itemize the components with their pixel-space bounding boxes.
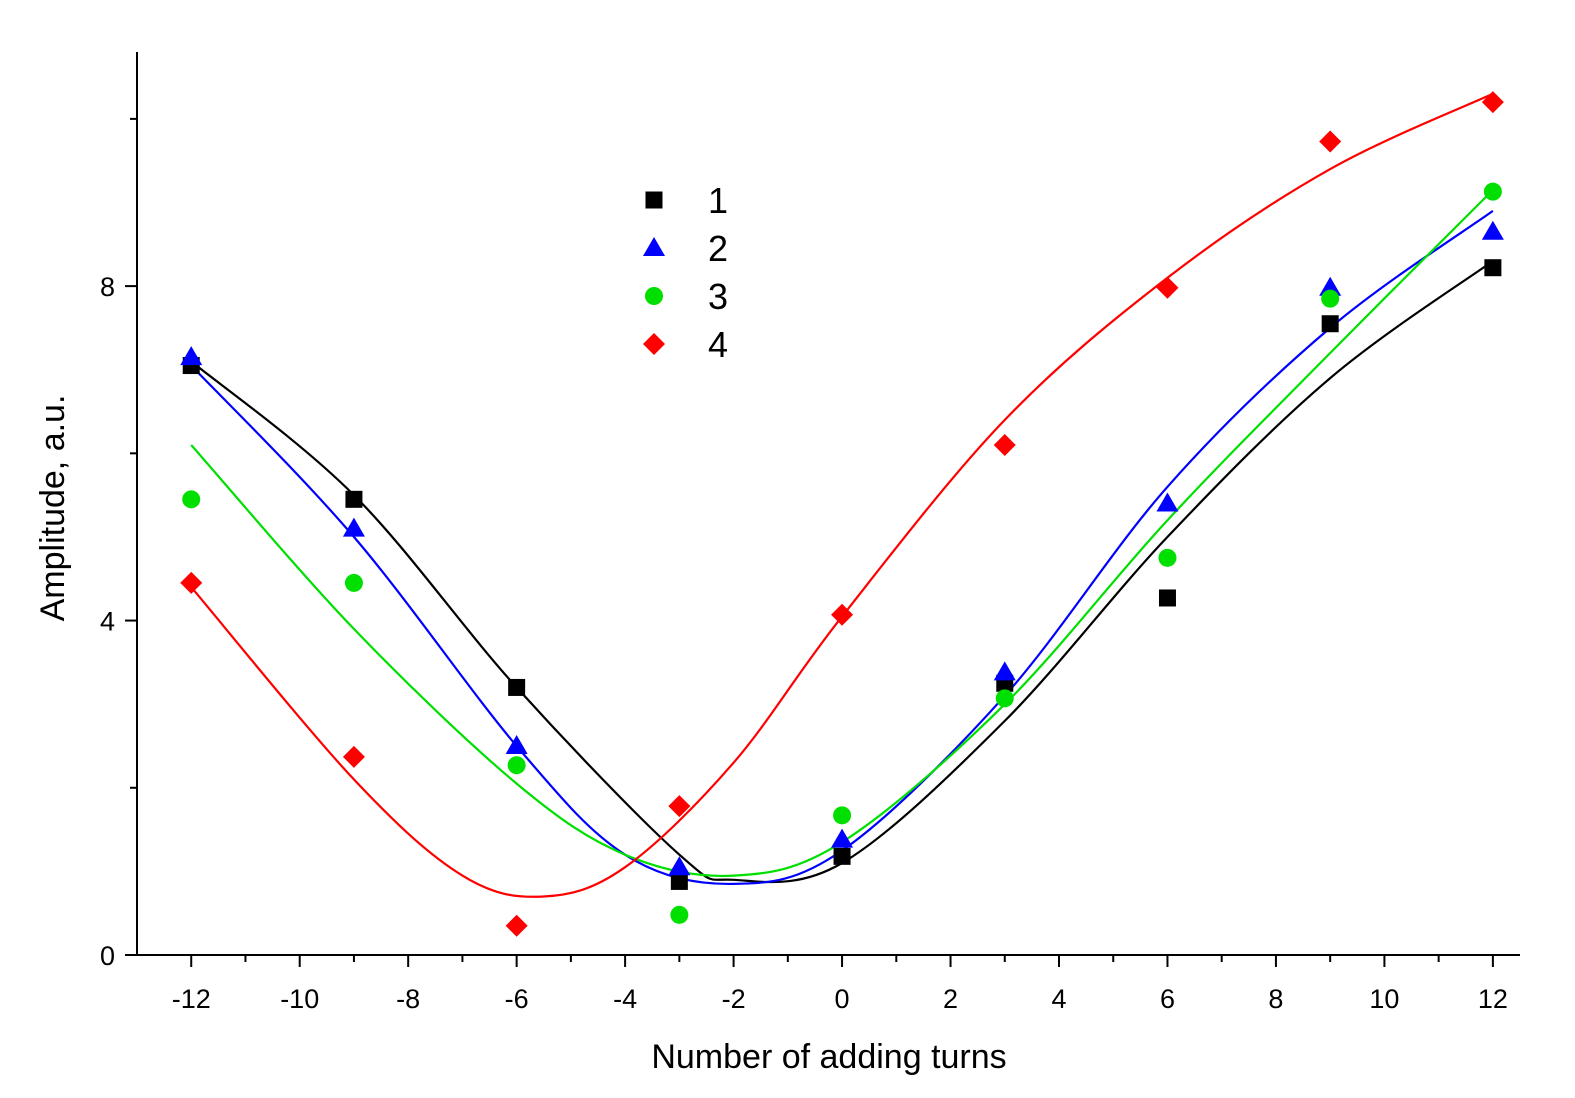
data-point-series-1 xyxy=(1158,589,1176,607)
data-point-series-3 xyxy=(1483,182,1502,201)
data-point-series-4 xyxy=(505,914,528,937)
y-tick-label: 8 xyxy=(100,272,115,302)
y-axis-title: Amplitude, a.u. xyxy=(34,395,72,622)
legend-marker-series-2 xyxy=(643,237,665,256)
data-point-series-2 xyxy=(668,856,691,876)
x-tick-label: 8 xyxy=(1268,984,1283,1014)
data-point-series-4 xyxy=(1156,276,1179,299)
data-point-series-2 xyxy=(180,346,203,366)
fit-curve-series-2 xyxy=(190,210,1494,886)
data-point-series-4 xyxy=(993,433,1016,456)
x-tick-label: -6 xyxy=(505,984,529,1014)
data-point-series-2 xyxy=(505,734,528,754)
data-point-series-3 xyxy=(833,806,852,825)
data-point-series-1 xyxy=(1484,259,1502,277)
y-tick-label: 4 xyxy=(100,607,115,637)
data-point-series-1 xyxy=(833,847,851,865)
x-tick-label: 0 xyxy=(835,984,850,1014)
data-point-series-4 xyxy=(342,745,365,768)
fit-curves xyxy=(190,92,1494,898)
legend-marker-series-3 xyxy=(645,287,663,305)
data-point-series-2 xyxy=(1481,220,1504,240)
x-tick-label: 4 xyxy=(1051,984,1066,1014)
data-point-series-4 xyxy=(668,795,691,818)
data-point-series-3 xyxy=(1158,548,1177,567)
x-axis-title: Number of adding turns xyxy=(651,1038,1006,1076)
x-tick-label: 12 xyxy=(1478,984,1508,1014)
legend: 1 2 3 4 xyxy=(643,180,728,365)
data-point-series-4 xyxy=(831,603,854,626)
x-tick-label: -8 xyxy=(396,984,420,1014)
data-point-series-1 xyxy=(1321,315,1339,333)
data-point-series-3 xyxy=(995,689,1014,708)
data-point-series-2 xyxy=(1319,276,1342,296)
x-tick-label: 6 xyxy=(1160,984,1175,1014)
data-point-series-4 xyxy=(1481,91,1504,114)
data-point-series-3 xyxy=(507,756,526,775)
data-point-series-4 xyxy=(1319,130,1342,153)
x-tick-label: 2 xyxy=(943,984,958,1014)
data-point-series-2 xyxy=(1156,492,1179,512)
data-point-series-3 xyxy=(344,573,363,592)
data-point-series-1 xyxy=(670,872,688,890)
legend-label-series-1: 1 xyxy=(708,180,728,221)
legend-label-series-3: 3 xyxy=(708,276,728,317)
fit-curve-series-4 xyxy=(190,92,1494,898)
data-point-series-4 xyxy=(180,571,203,594)
data-points xyxy=(180,91,1504,937)
legend-label-series-2: 2 xyxy=(708,228,728,269)
y-tick-label: 0 xyxy=(100,941,115,971)
data-point-series-2 xyxy=(342,517,365,537)
legend-marker-series-1 xyxy=(645,191,663,209)
data-point-series-3 xyxy=(1321,289,1340,308)
x-tick-label: -2 xyxy=(722,984,746,1014)
data-point-series-2 xyxy=(993,661,1016,681)
x-tick-label: -10 xyxy=(280,984,319,1014)
x-tick-label: 10 xyxy=(1369,984,1399,1014)
data-point-series-2 xyxy=(831,828,854,848)
legend-marker-series-4 xyxy=(643,333,665,355)
fit-curve-series-1 xyxy=(190,260,1494,884)
x-tick-label: -12 xyxy=(172,984,211,1014)
x-tick-label: -4 xyxy=(613,984,637,1014)
data-point-series-3 xyxy=(182,490,201,509)
data-point-series-1 xyxy=(508,678,526,696)
legend-label-series-4: 4 xyxy=(708,324,728,365)
data-point-series-3 xyxy=(670,905,689,924)
fit-curve-series-3 xyxy=(190,189,1494,878)
data-point-series-1 xyxy=(345,490,363,508)
